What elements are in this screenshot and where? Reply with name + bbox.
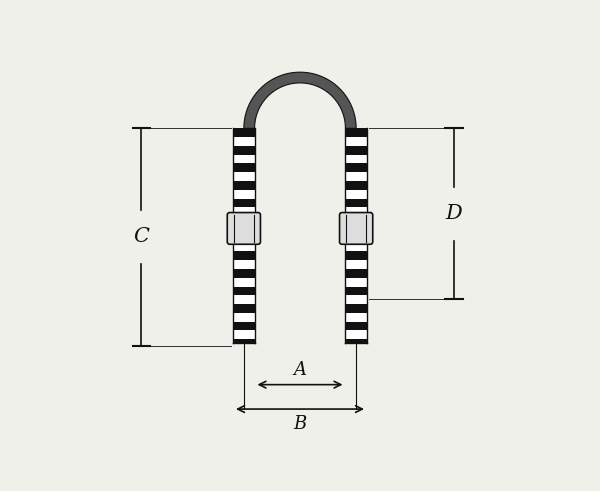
Bar [233, 251, 254, 260]
Bar [233, 128, 254, 137]
Bar [346, 216, 367, 225]
Bar [346, 234, 367, 243]
Bar [233, 269, 254, 278]
Bar [346, 181, 367, 190]
Bar [346, 322, 367, 330]
Bar [233, 181, 254, 190]
Bar [233, 128, 254, 343]
Bar [346, 339, 367, 343]
Bar [233, 287, 254, 295]
Bar [233, 234, 254, 243]
FancyBboxPatch shape [227, 213, 260, 245]
Polygon shape [244, 72, 356, 128]
Bar [346, 128, 367, 137]
Bar [233, 322, 254, 330]
Bar [233, 199, 254, 207]
Text: C: C [133, 227, 149, 246]
Bar [346, 146, 367, 155]
Bar [346, 269, 367, 278]
Bar [346, 128, 367, 343]
Bar [346, 251, 367, 260]
Bar [233, 216, 254, 225]
FancyBboxPatch shape [340, 213, 373, 245]
Text: B: B [293, 415, 307, 433]
Bar [346, 164, 367, 172]
Bar [233, 304, 254, 313]
Bar [233, 146, 254, 155]
Text: A: A [293, 361, 307, 379]
Bar [346, 287, 367, 295]
Text: D: D [445, 204, 462, 223]
Bar [233, 339, 254, 343]
Bar [233, 164, 254, 172]
Bar [346, 304, 367, 313]
Bar [346, 199, 367, 207]
